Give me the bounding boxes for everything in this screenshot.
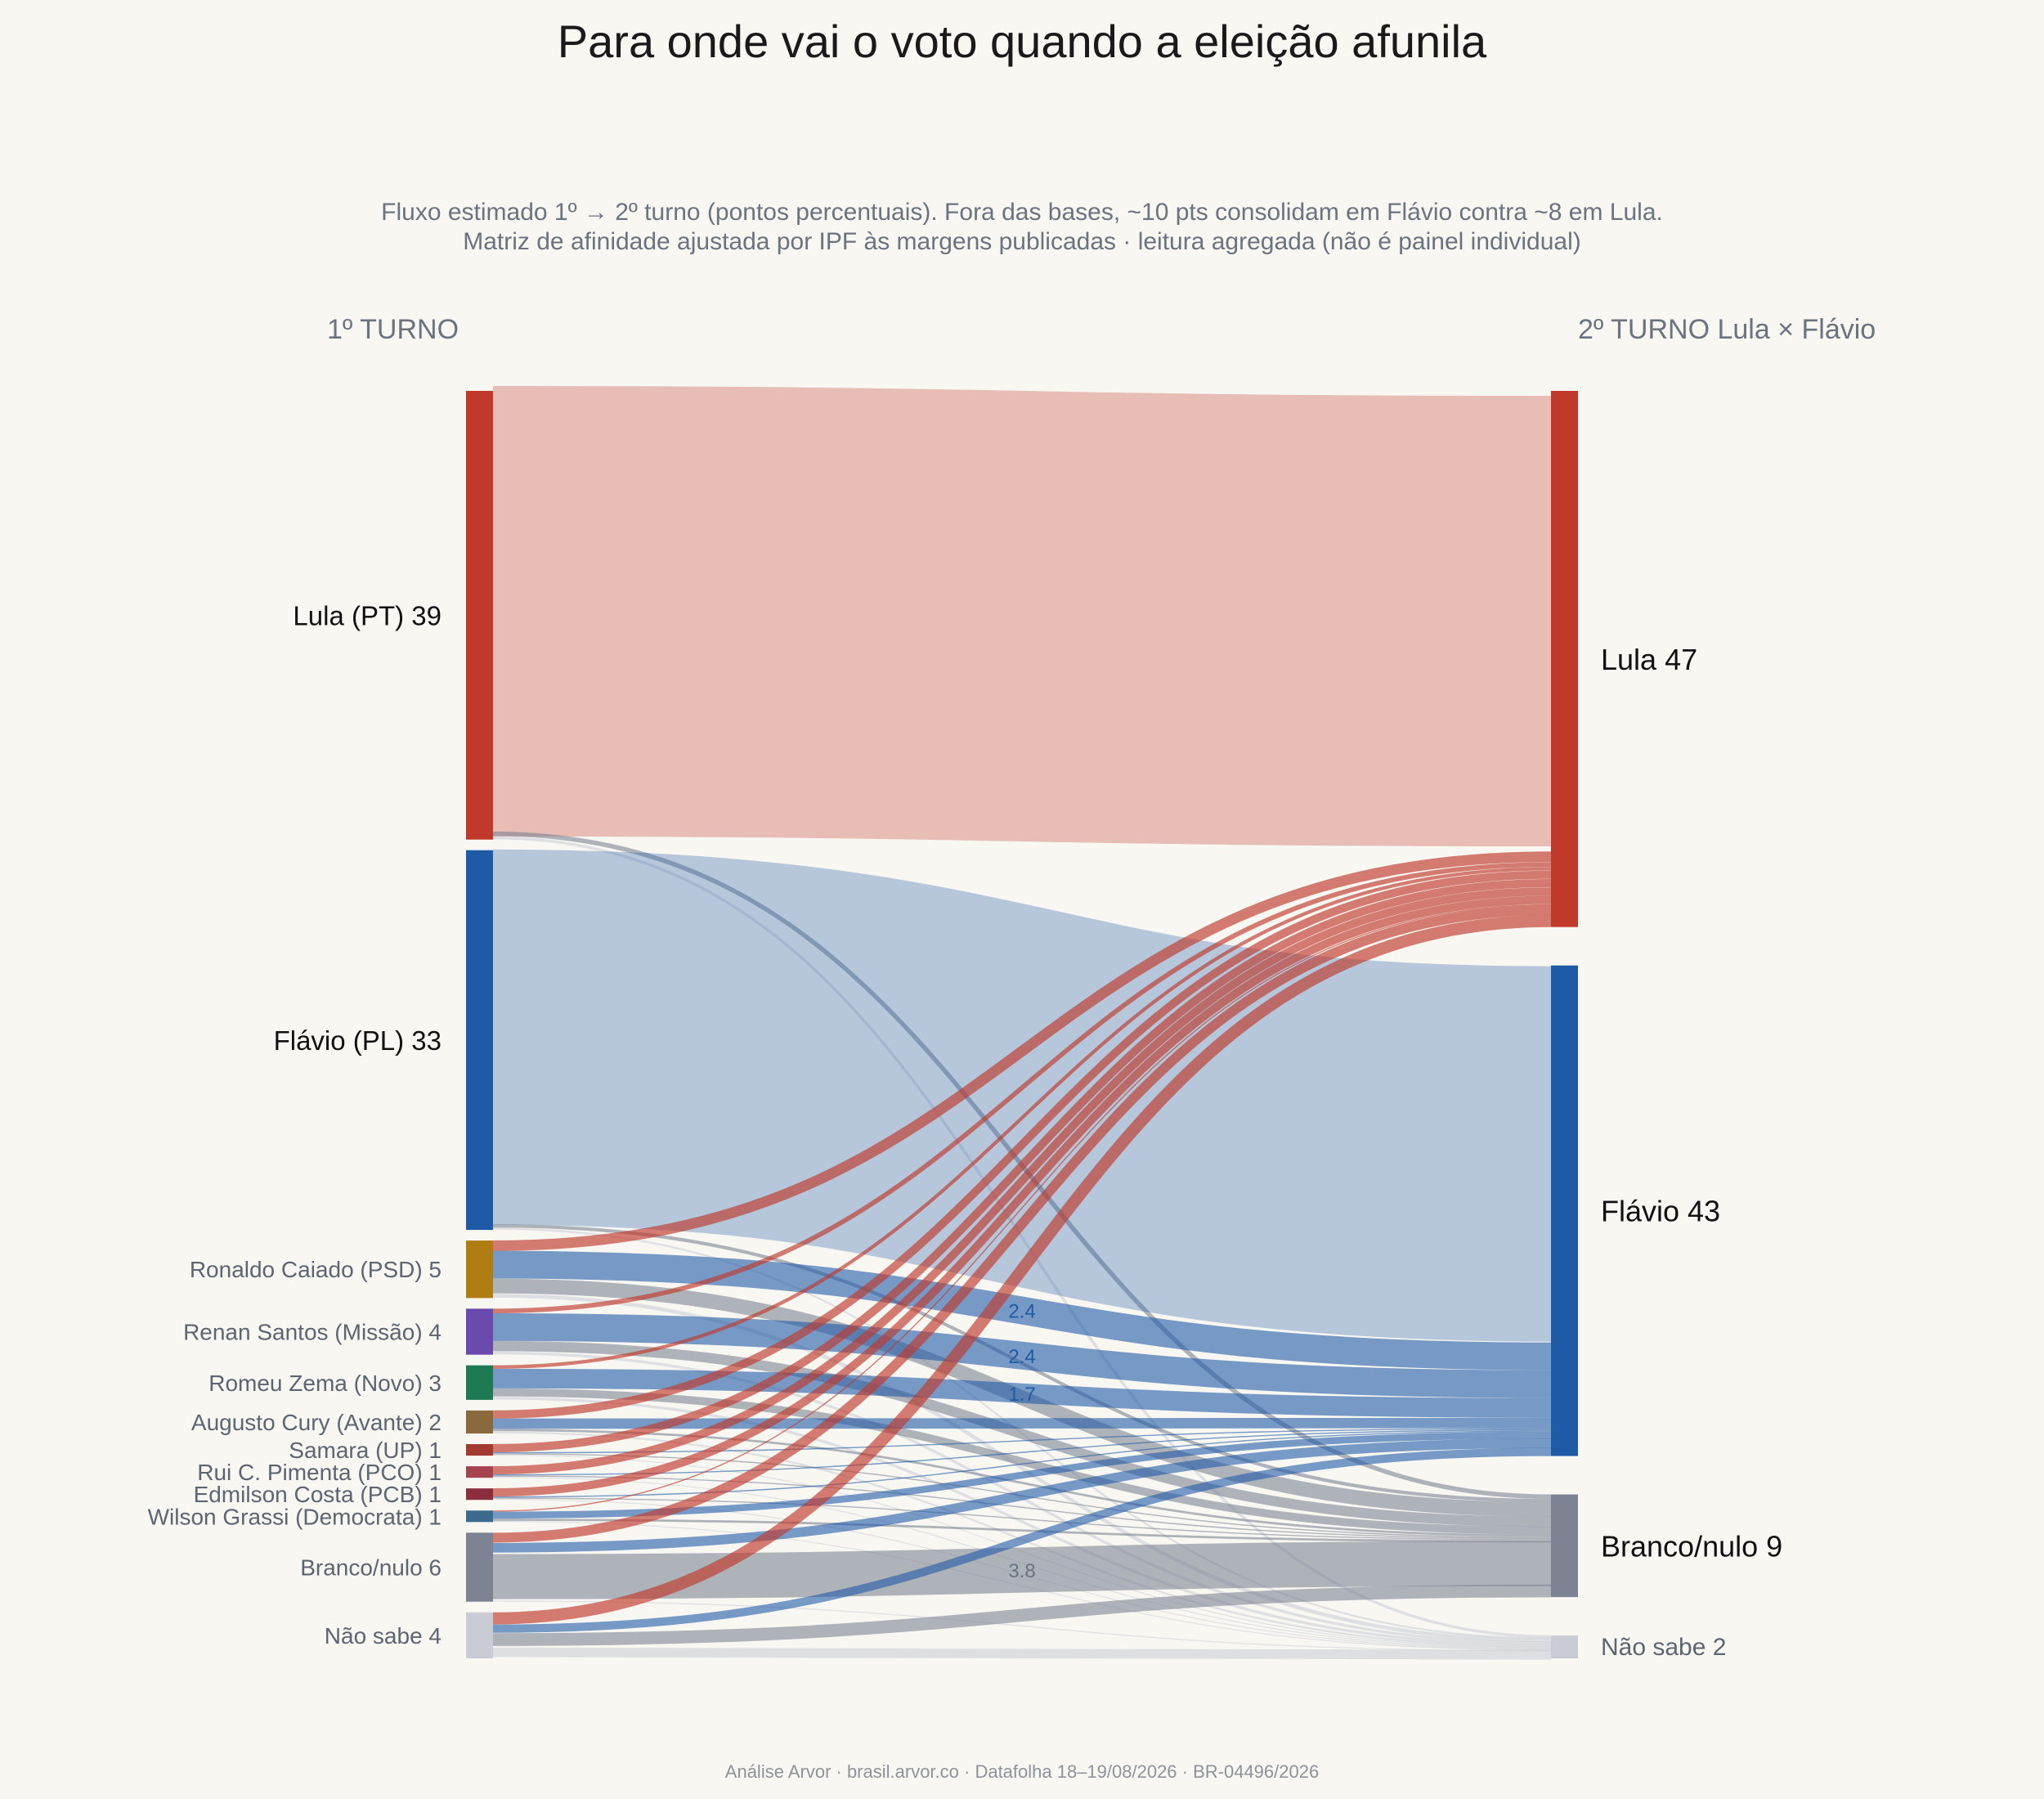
flow-lula1-to-lula2 bbox=[492, 385, 1552, 847]
second-round-node-flavio bbox=[1551, 965, 1578, 1456]
first-round-node-lula-pt bbox=[466, 391, 493, 840]
second-round-node-branco-nulo bbox=[1551, 1494, 1578, 1598]
flow-links: 2.4 2.4 1.7 3.8 bbox=[492, 385, 1552, 1660]
flow-zema-to-branco2 bbox=[492, 1388, 1552, 1535]
flow-zema-to-lula2 bbox=[492, 867, 1552, 1369]
first-round-label-edmilson-costa-pcb: Edmilson Costa (PCB) 1 bbox=[194, 1482, 442, 1507]
first-round-node-ronaldo-caiado-psd bbox=[466, 1240, 493, 1299]
flow-label-branco1-to-branco2: 3.8 bbox=[1008, 1560, 1035, 1582]
flow-label-renan-to-flavio2: 2.4 bbox=[1008, 1346, 1035, 1368]
node-labels: Lula (PT) 39 Flávio (PL) 33 Ronaldo Caiado… bbox=[148, 600, 1783, 1661]
chart-title: Para onde vai o voto quando a eleição af… bbox=[557, 16, 1487, 67]
flow-naosabe1-to-lula2 bbox=[492, 914, 1552, 1625]
first-round-label-lula-pt: Lula (PT) 39 bbox=[293, 600, 442, 630]
first-round-label-rui-c-pimenta-pco: Rui C. Pimenta (PCO) 1 bbox=[197, 1460, 442, 1485]
flow-branco1-to-lula2 bbox=[492, 905, 1552, 1543]
second-round-node-nao-sabe bbox=[1551, 1635, 1578, 1658]
first-round-node-edmilson-costa-pcb bbox=[466, 1488, 493, 1501]
first-round-label-nao-sabe: Não sabe 4 bbox=[325, 1623, 442, 1649]
flow-renan-to-lula2 bbox=[492, 862, 1552, 1314]
flow-caiado-to-flavio2 bbox=[492, 1250, 1552, 1371]
first-round-label-ronaldo-caiado-psd: Ronaldo Caiado (PSD) 5 bbox=[190, 1257, 442, 1282]
flow-renan-to-branco2 bbox=[492, 1340, 1552, 1528]
second-round-label-branco-nulo: Branco/nulo 9 bbox=[1601, 1529, 1782, 1563]
first-round-label-renan-santos-missao: Renan Santos (Missão) 4 bbox=[183, 1320, 442, 1345]
flow-flavio1-to-flavio2 bbox=[492, 849, 1552, 1342]
second-round-header: 2º TURNO Lula × Flávio bbox=[1578, 314, 1876, 345]
second-round-label-lula: Lula 47 bbox=[1601, 643, 1697, 676]
flow-pimenta-to-branco2 bbox=[492, 1475, 1552, 1540]
flow-label-caiado-to-flavio2: 2.4 bbox=[1008, 1301, 1035, 1323]
flow-naosabe1-to-flavio2 bbox=[492, 1447, 1552, 1633]
first-round-label-samara-up: Samara (UP) 1 bbox=[289, 1438, 442, 1463]
flow-samara-to-flavio2 bbox=[492, 1428, 1552, 1454]
first-round-node-samara-up bbox=[466, 1444, 493, 1456]
flow-pimenta-to-flavio2 bbox=[492, 1429, 1552, 1476]
flow-naosabe1-to-naosabe2 bbox=[492, 1647, 1552, 1660]
chart-subtitle-line-2: Matriz de afinidade ajustada por IPF às … bbox=[463, 228, 1581, 255]
source-footer: Análise Arvor · brasil.arvor.co · Datafo… bbox=[724, 1761, 1320, 1782]
flow-cury-to-flavio2 bbox=[492, 1417, 1552, 1429]
first-round-node-augusto-cury-avante bbox=[466, 1410, 493, 1434]
first-round-node-branco-nulo bbox=[466, 1532, 493, 1602]
flow-edmilson-to-flavio2 bbox=[492, 1430, 1552, 1498]
first-round-node-romeu-zema-novo bbox=[466, 1365, 493, 1400]
first-round-label-branco-nulo: Branco/nulo 6 bbox=[300, 1555, 442, 1581]
flow-pimenta-to-lula2 bbox=[492, 887, 1552, 1475]
flow-grassi-to-lula2 bbox=[492, 904, 1552, 1512]
node-bars bbox=[466, 391, 1578, 1658]
second-round-node-lula bbox=[1551, 391, 1578, 927]
first-round-label-flavio-pl: Flávio (PL) 33 bbox=[274, 1025, 442, 1056]
chart-subtitle-line-1: Fluxo estimado 1º → 2º turno (pontos per… bbox=[381, 199, 1663, 226]
flow-grassi-to-flavio2 bbox=[492, 1431, 1552, 1519]
first-round-header: 1º TURNO bbox=[327, 314, 459, 345]
first-round-label-wilson-grassi-democrata: Wilson Grassi (Democrata) 1 bbox=[148, 1504, 442, 1529]
first-round-label-augusto-cury-avante: Augusto Cury (Avante) 2 bbox=[191, 1410, 442, 1435]
first-round-node-renan-santos-missao bbox=[466, 1308, 493, 1355]
first-round-node-wilson-grassi-democrata bbox=[466, 1510, 493, 1523]
flow-label-zema-to-flavio2: 1.7 bbox=[1008, 1384, 1035, 1406]
flow-cury-to-lula2 bbox=[492, 870, 1552, 1419]
second-round-label-flavio: Flávio 43 bbox=[1601, 1195, 1720, 1228]
flow-naosabe1-to-branco2 bbox=[492, 1584, 1552, 1646]
flow-branco1-to-flavio2 bbox=[492, 1438, 1552, 1553]
first-round-label-romeu-zema-novo: Romeu Zema (Novo) 3 bbox=[208, 1371, 442, 1396]
flow-renan-to-flavio2 bbox=[492, 1312, 1552, 1398]
first-round-node-rui-c-pimenta-pco bbox=[466, 1466, 493, 1478]
first-round-node-flavio-pl bbox=[466, 850, 493, 1231]
first-round-node-nao-sabe bbox=[466, 1612, 493, 1658]
flow-grassi-to-branco2 bbox=[492, 1519, 1552, 1543]
flow-branco1-to-naosabe2 bbox=[492, 1600, 1552, 1652]
flow-caiado-to-lula2 bbox=[492, 851, 1552, 1251]
flow-edmilson-to-lula2 bbox=[492, 895, 1552, 1497]
flow-samara-to-lula2 bbox=[492, 878, 1552, 1452]
second-round-label-nao-sabe: Não sabe 2 bbox=[1601, 1634, 1726, 1661]
